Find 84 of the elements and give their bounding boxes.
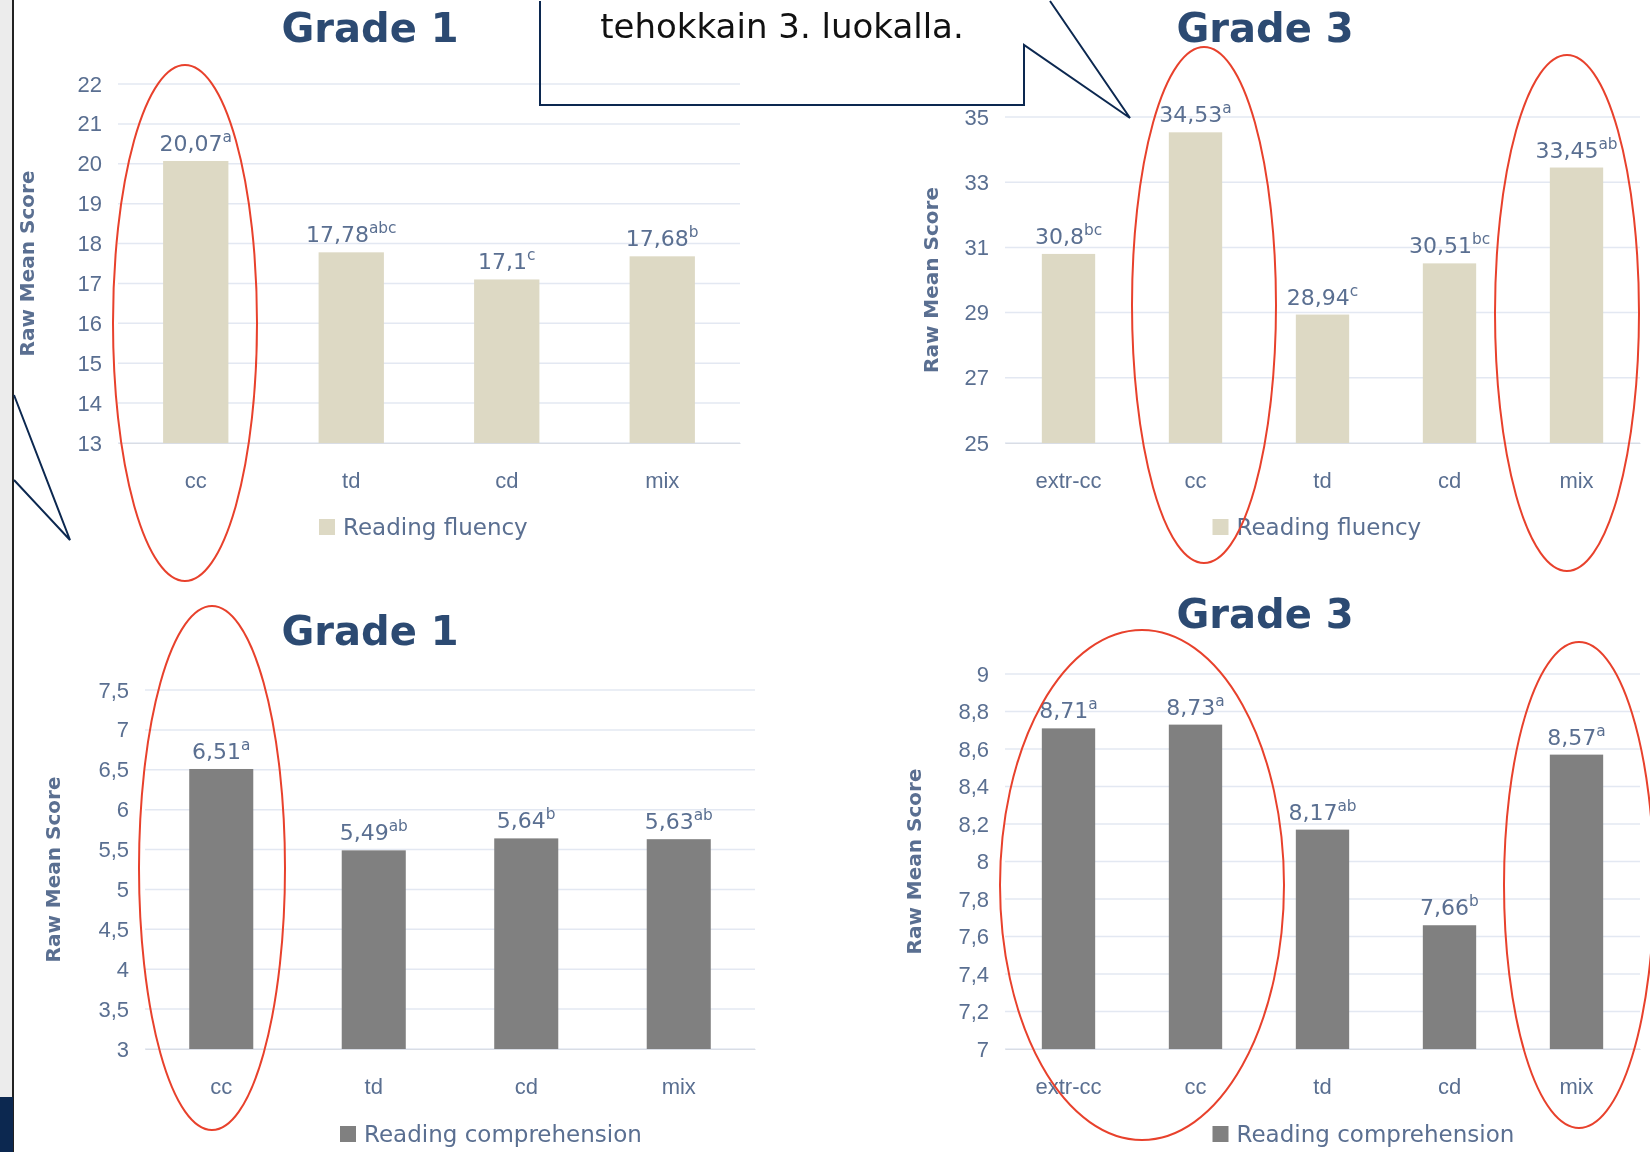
data-label: 7,66$^{b}$ [1420,892,1479,921]
data-label: 8,57$^{a}$ [1547,721,1606,750]
chart-title: Grade 3 [1176,5,1354,51]
x-tick-label: cc [1184,1074,1207,1099]
y-tick-label: 7,8 [958,886,989,912]
y-tick-label: 19 [77,191,102,217]
x-tick-label: mix [1559,468,1594,493]
y-tick-label: 7,6 [958,924,989,950]
data-label: 5,64$^{b}$ [496,805,556,834]
y-tick-label: 15 [77,350,102,376]
data-label: 33,45$^{ab}$ [1535,134,1618,163]
data-label: 30,8$^{bc}$ [1034,220,1103,249]
y-tick-label: 8,8 [958,699,989,725]
y-tick-label: 7 [976,1036,989,1062]
x-tick-label: cd [1437,468,1462,493]
data-label: 34,53$^{a}$ [1159,99,1232,128]
data-label: 17,68$^{b}$ [625,223,699,252]
y-tick-label: 6,5 [98,757,129,783]
x-tick-label: td [1313,468,1332,493]
y-tick-label: 7 [116,717,129,743]
y-tick-label: 21 [77,111,102,137]
x-tick-label: cc [210,1074,233,1099]
x-tick-label: cd [514,1074,538,1099]
y-axis-title: Raw Mean Score [918,187,943,373]
chart-title: Grade 1 [281,608,459,654]
x-tick-label: mix [661,1074,696,1099]
data-label: 8,73$^{a}$ [1166,691,1225,720]
y-tick-label: 5,5 [98,837,129,863]
data-label: 5,63$^{ab}$ [644,806,713,835]
data-label: 8,71$^{a}$ [1039,695,1098,724]
y-tick-label: 20 [77,151,102,177]
y-tick-label: 5 [116,876,129,902]
data-label: 30,51$^{bc}$ [1408,230,1491,259]
y-tick-label: 8 [976,849,989,875]
x-tick-label: td [364,1074,383,1099]
x-tick-label: cd [1437,1074,1462,1099]
legend-label: Reading comprehension [1236,1121,1515,1147]
x-tick-label: mix [1559,1074,1594,1099]
y-axis-title: Raw Mean Score [40,776,65,963]
x-tick-label: cd [495,468,519,493]
y-tick-label: 3,5 [98,996,129,1022]
y-tick-label: 25 [964,430,989,456]
data-label: 17,78$^{abc}$ [305,219,397,248]
data-label: 6,51$^{a}$ [192,735,251,764]
y-axis-title: Raw Mean Score [14,170,39,357]
chart-title: Grade 3 [1176,591,1354,637]
y-tick-label: 17 [77,270,102,296]
y-tick-label: 8,6 [958,736,989,762]
y-tick-label: 22 [77,71,102,97]
x-tick-label: extr-cc [1035,468,1102,493]
chart-title: Grade 1 [281,5,459,51]
y-tick-label: 27 [964,365,989,391]
data-label: 20,07$^{a}$ [159,127,232,156]
y-tick-label: 33 [964,169,989,195]
data-label: 28,94$^{c}$ [1286,281,1359,310]
x-tick-label: cc [1184,468,1207,493]
y-tick-label: 7,2 [958,999,989,1025]
y-tick-label: 9 [976,661,989,687]
y-tick-label: 14 [77,390,102,416]
y-axis-title: Raw Mean Score [901,768,926,955]
y-tick-label: 35 [964,104,989,130]
text: tehokkain 3. luokalla. [600,6,964,46]
x-tick-label: cc [184,468,207,493]
y-tick-label: 13 [77,430,102,456]
x-tick-label: mix [645,468,680,493]
y-tick-label: 16 [77,310,102,336]
y-tick-label: 8,4 [958,774,989,800]
y-tick-label: 7,5 [98,677,129,703]
x-tick-label: td [342,468,361,493]
legend-label: Reading fluency [343,514,528,540]
y-tick-label: 7,4 [958,961,989,987]
data-label: 17,1$^{c}$ [478,246,536,275]
y-tick-label: 4,5 [98,916,129,942]
y-tick-label: 18 [77,231,102,257]
y-tick-label: 4 [116,956,129,982]
data-label: 5,49$^{ab}$ [339,817,408,846]
y-tick-label: 31 [964,234,989,260]
data-label: 8,17$^{ab}$ [1288,796,1357,825]
y-tick-label: 6 [116,797,129,823]
x-tick-label: td [1313,1074,1332,1099]
y-tick-label: 3 [116,1036,129,1062]
y-tick-label: 29 [964,300,989,326]
y-tick-label: 8,2 [958,811,989,837]
legend-label: Reading comprehension [364,1121,642,1147]
